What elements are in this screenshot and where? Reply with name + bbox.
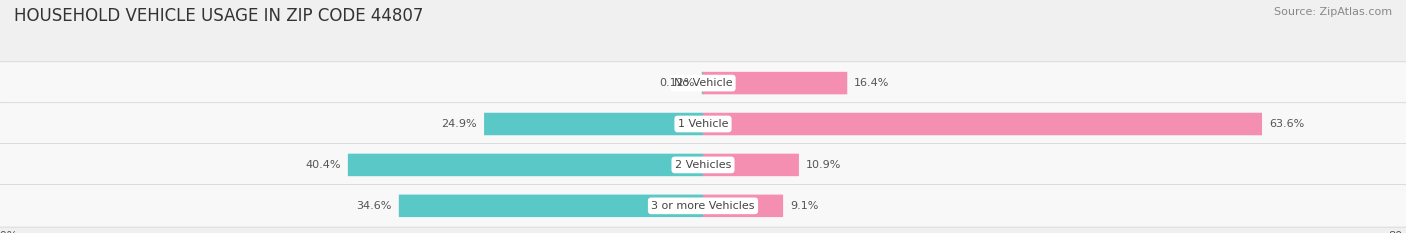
Text: HOUSEHOLD VEHICLE USAGE IN ZIP CODE 44807: HOUSEHOLD VEHICLE USAGE IN ZIP CODE 4480… [14,7,423,25]
FancyBboxPatch shape [703,154,799,176]
Text: 40.4%: 40.4% [305,160,342,170]
FancyBboxPatch shape [703,195,783,217]
FancyBboxPatch shape [0,185,1406,227]
Text: 0.12%: 0.12% [659,78,695,88]
FancyBboxPatch shape [703,113,1263,135]
FancyBboxPatch shape [0,144,1406,186]
Text: Source: ZipAtlas.com: Source: ZipAtlas.com [1274,7,1392,17]
FancyBboxPatch shape [399,195,703,217]
FancyBboxPatch shape [0,103,1406,145]
Text: 10.9%: 10.9% [806,160,841,170]
Text: 9.1%: 9.1% [790,201,818,211]
Text: No Vehicle: No Vehicle [673,78,733,88]
Text: 34.6%: 34.6% [357,201,392,211]
Text: 3 or more Vehicles: 3 or more Vehicles [651,201,755,211]
Text: 24.9%: 24.9% [441,119,477,129]
Text: 2 Vehicles: 2 Vehicles [675,160,731,170]
FancyBboxPatch shape [347,154,703,176]
Text: 63.6%: 63.6% [1268,119,1305,129]
FancyBboxPatch shape [703,72,848,94]
Text: 1 Vehicle: 1 Vehicle [678,119,728,129]
FancyBboxPatch shape [0,62,1406,104]
FancyBboxPatch shape [484,113,703,135]
Text: 16.4%: 16.4% [855,78,890,88]
